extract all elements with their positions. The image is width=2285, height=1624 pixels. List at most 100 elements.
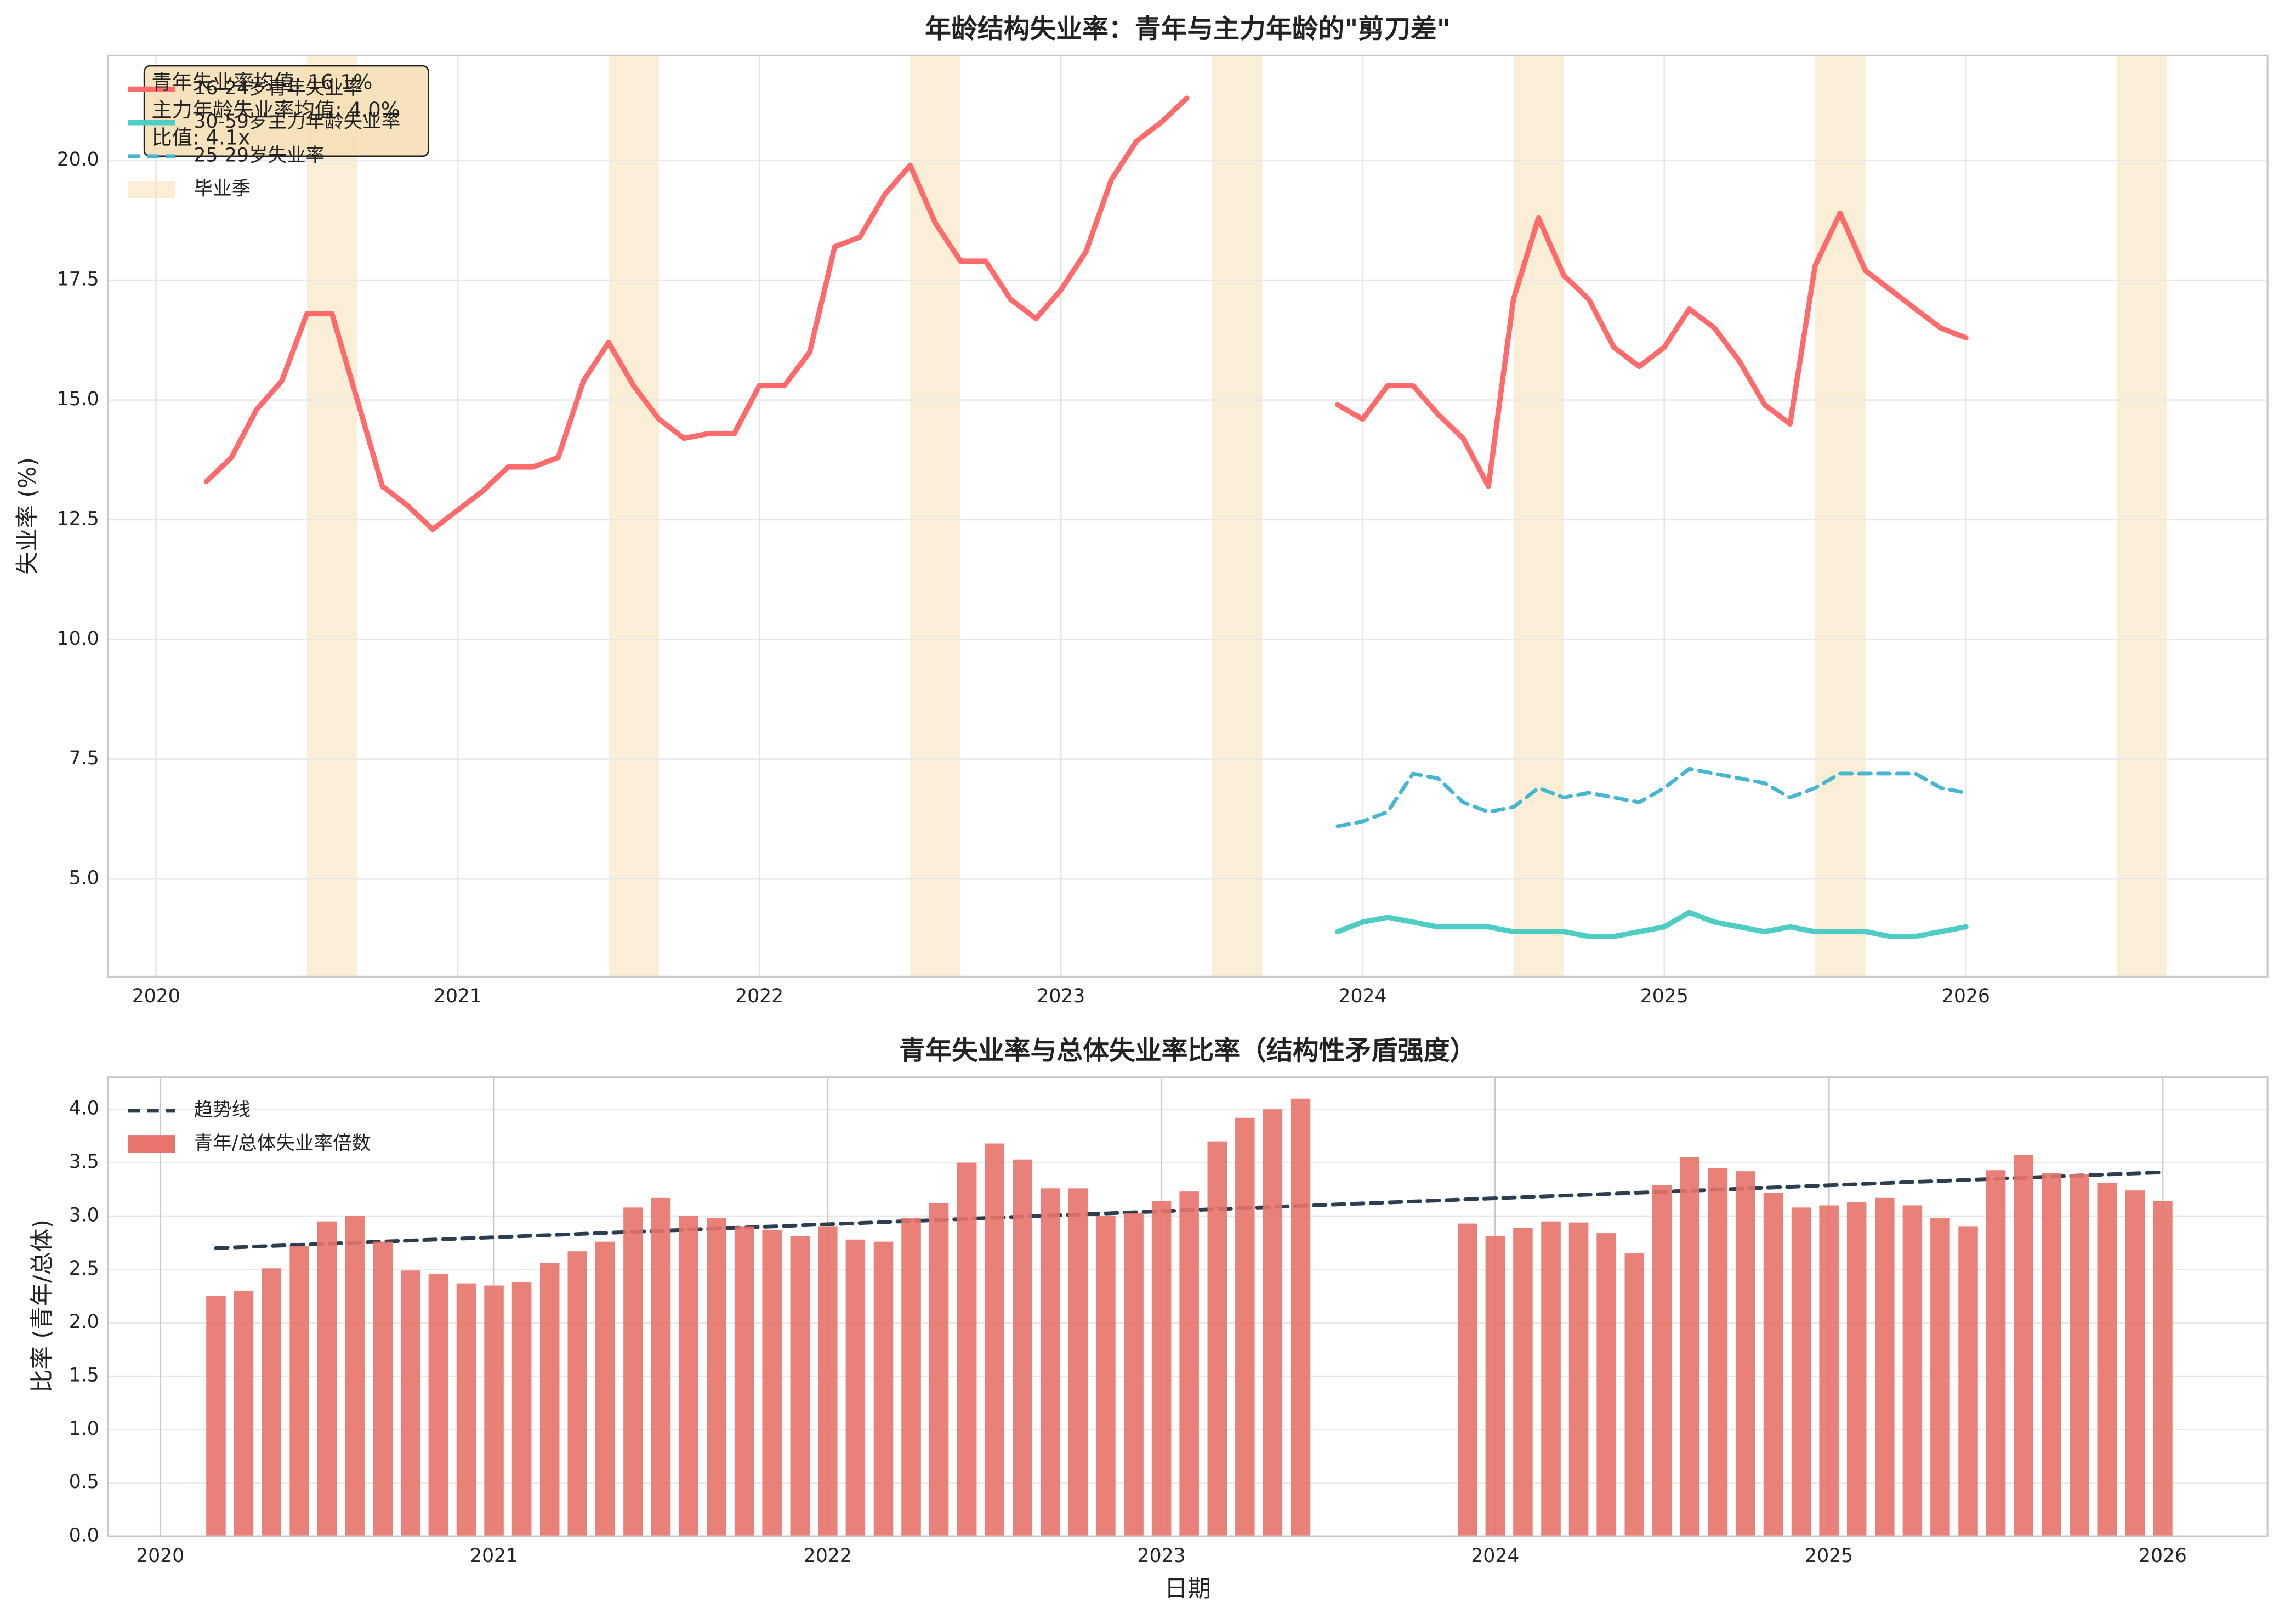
- bar: [345, 1216, 365, 1537]
- y-tick-label: 20.0: [57, 149, 99, 171]
- bar: [289, 1246, 309, 1537]
- bar: [1458, 1223, 1477, 1537]
- bar: [2097, 1183, 2117, 1537]
- y-tick-label: 5.0: [69, 867, 99, 889]
- bar: [1207, 1141, 1227, 1537]
- x-tick-label: 2024: [1471, 1545, 1519, 1567]
- legend-swatch: [128, 1135, 175, 1154]
- shaded-region: [609, 55, 659, 977]
- plot-area: [107, 1077, 2268, 1537]
- bar: [1986, 1170, 2006, 1537]
- bar: [567, 1251, 588, 1537]
- x-tick-label: 2022: [804, 1545, 852, 1567]
- bar: [2042, 1173, 2061, 1537]
- bar: [1875, 1197, 1895, 1537]
- y-tick-label: 17.5: [57, 269, 99, 291]
- bar: [1485, 1236, 1505, 1537]
- annotation-text: 主力年龄失业率均值: 4.0%: [151, 98, 400, 122]
- x-tick-label: 2020: [136, 1545, 184, 1567]
- bar: [1291, 1098, 1311, 1537]
- y-tick-label: 0.0: [69, 1525, 99, 1547]
- bar: [1708, 1168, 1728, 1537]
- shaded-region: [1815, 55, 1866, 977]
- bar: [1652, 1185, 1672, 1537]
- line-series: [203, 95, 1969, 532]
- bar: [762, 1230, 782, 1537]
- bar: [2125, 1190, 2145, 1537]
- bar: [1902, 1205, 1923, 1537]
- x-tick-label: 2025: [1805, 1545, 1853, 1567]
- bar: [234, 1291, 254, 1537]
- bar: [484, 1285, 504, 1537]
- bar: [1736, 1171, 1755, 1537]
- legend-label: 趋势线: [194, 1099, 251, 1121]
- bar: [1151, 1201, 1172, 1537]
- chart-title: 青年失业率与总体失业率比率（结构性矛盾强度）: [899, 1036, 1476, 1066]
- bar: [1012, 1159, 1032, 1537]
- bar: [1541, 1221, 1561, 1537]
- bar: [1263, 1109, 1283, 1537]
- bar: [957, 1162, 977, 1537]
- bar: [1763, 1193, 1783, 1537]
- bar: [1568, 1222, 1589, 1537]
- bar: [317, 1221, 337, 1537]
- bar: [1624, 1253, 1645, 1537]
- x-axis-label: 日期: [1164, 1576, 1211, 1603]
- shaded-region: [2117, 55, 2167, 977]
- shaded-region: [1212, 55, 1263, 977]
- bar: [679, 1216, 698, 1537]
- bar: [1791, 1207, 1811, 1537]
- bar: [873, 1241, 894, 1537]
- chart-title: 年龄结构失业率：青年与主力年龄的"剪刀差": [925, 14, 1451, 44]
- annotation-box: [143, 65, 429, 157]
- legend-label: 25-29岁失业率: [194, 144, 325, 166]
- y-tick-label: 1.0: [69, 1418, 99, 1440]
- line-series: [1335, 766, 1968, 828]
- bar: [401, 1270, 420, 1537]
- shaded-region: [1513, 55, 1564, 977]
- bar: [2014, 1155, 2033, 1537]
- bar: [1819, 1205, 1839, 1537]
- y-axis-label: 比率 (青年/总体): [29, 1219, 56, 1393]
- y-tick-label: 10.0: [57, 628, 99, 650]
- bar: [262, 1268, 281, 1537]
- x-tick-label: 2023: [1037, 985, 1085, 1007]
- x-tick-label: 2026: [1942, 985, 1990, 1007]
- legend-swatch: [128, 181, 175, 198]
- bar: [1846, 1202, 1867, 1537]
- annotation-text: 比值: 4.1x: [151, 125, 250, 149]
- shaded-region: [306, 55, 357, 977]
- bar: [456, 1283, 476, 1537]
- y-tick-label: 2.0: [69, 1311, 99, 1333]
- bar: [707, 1218, 726, 1537]
- bar: [428, 1274, 448, 1537]
- bar: [901, 1218, 921, 1537]
- bar: [1179, 1191, 1199, 1537]
- bar: [1596, 1233, 1616, 1537]
- y-axis-label: 失业率 (%): [15, 457, 42, 575]
- bar: [1235, 1117, 1255, 1537]
- legend-label: 30-59岁主力年龄失业率: [194, 111, 401, 133]
- bar: [651, 1197, 671, 1537]
- bar: [623, 1207, 643, 1537]
- y-tick-label: 15.0: [57, 388, 99, 410]
- bar: [373, 1241, 393, 1537]
- bar: [539, 1263, 560, 1537]
- plot-frame: [107, 1076, 2269, 1537]
- y-tick-label: 2.5: [69, 1258, 99, 1280]
- legend-label: 毕业季: [194, 178, 251, 200]
- x-tick-label: 2021: [470, 1545, 518, 1567]
- bar: [2153, 1201, 2173, 1537]
- bar: [2069, 1174, 2089, 1537]
- bar: [1096, 1216, 1116, 1537]
- bar: [1958, 1226, 1978, 1537]
- x-tick-label: 2020: [132, 985, 180, 1007]
- bar: [845, 1239, 866, 1537]
- x-tick-label: 2026: [2139, 1545, 2187, 1567]
- legend-label: 16-24岁青年失业率: [194, 77, 363, 99]
- y-tick-label: 0.5: [69, 1471, 99, 1493]
- line-series: [1335, 910, 1969, 939]
- legend-label: 青年/总体失业率倍数: [194, 1133, 371, 1155]
